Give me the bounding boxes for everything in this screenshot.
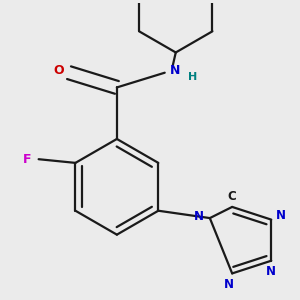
Text: F: F — [23, 153, 32, 166]
Text: N: N — [194, 210, 204, 223]
Text: N: N — [266, 265, 276, 278]
Text: H: H — [188, 72, 197, 82]
Text: O: O — [53, 64, 64, 77]
Text: C: C — [228, 190, 236, 203]
Text: N: N — [275, 209, 286, 222]
Text: N: N — [170, 64, 180, 77]
Text: N: N — [224, 278, 233, 291]
